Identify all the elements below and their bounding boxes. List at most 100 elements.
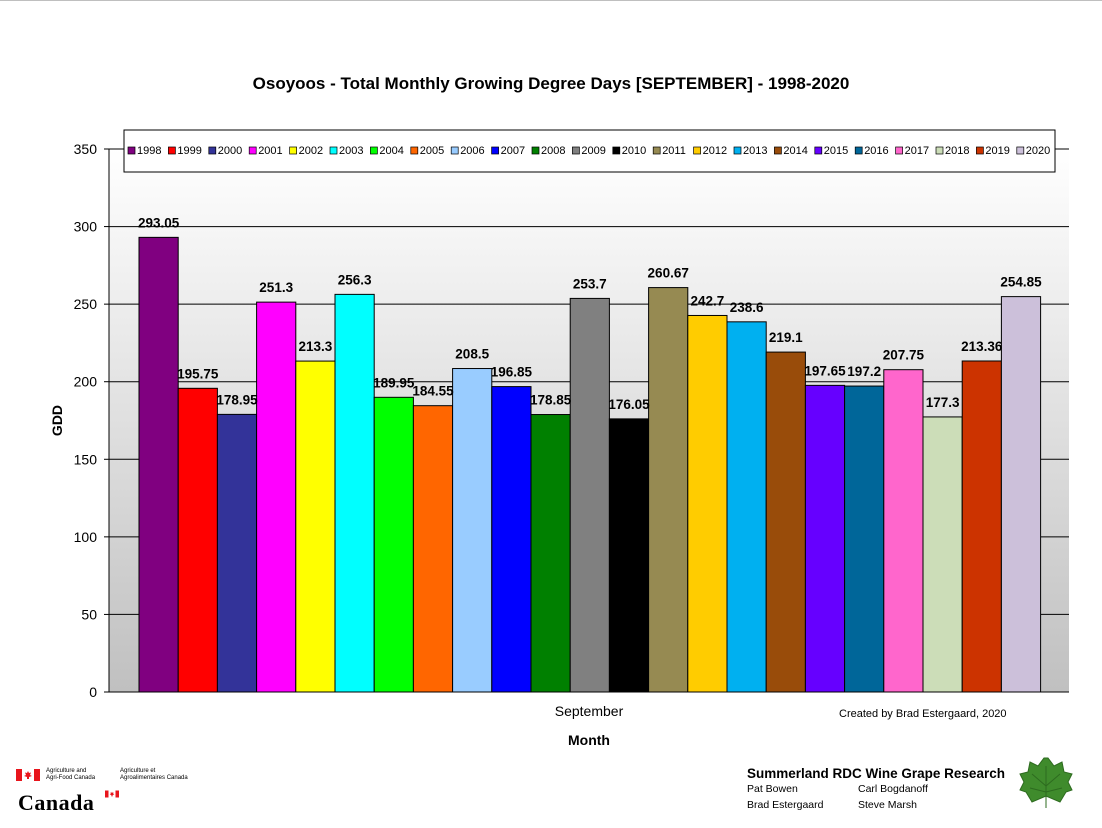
legend-swatch-2004 <box>370 146 378 155</box>
y-tick-label: 300 <box>74 219 98 235</box>
data-label-2001: 251.3 <box>259 280 293 295</box>
legend-label-2003: 2003 <box>339 145 363 157</box>
legend-label-2006: 2006 <box>460 145 484 157</box>
legend-label-1998: 1998 <box>137 145 161 157</box>
legend-swatch-2015 <box>814 146 823 155</box>
bar-2020 <box>1000 296 1042 693</box>
legend-swatch-2017 <box>895 146 903 155</box>
aafc-fr-line1: Agriculture et <box>120 768 156 774</box>
legend-label-2007: 2007 <box>501 145 525 157</box>
bar-2011 <box>648 287 689 693</box>
legend-swatch-2020 <box>1016 146 1025 155</box>
data-label-1998: 293.05 <box>138 215 180 230</box>
legend-label-2001: 2001 <box>258 145 282 157</box>
aafc-french-name: Agriculture et Agroalimentaires Canada <box>120 768 210 782</box>
legend-swatch-2003 <box>329 146 338 155</box>
data-label-2020: 254.85 <box>1000 275 1042 290</box>
legend-swatch-2019 <box>976 146 984 155</box>
bar-2010 <box>608 418 650 693</box>
bar-2017 <box>883 369 924 693</box>
data-label-2000: 178.95 <box>216 392 258 407</box>
data-label-2017: 207.75 <box>883 348 925 363</box>
data-label-2007: 196.85 <box>491 365 533 380</box>
top-rule <box>0 0 1102 1</box>
bar-2014 <box>765 351 806 693</box>
bar-2005 <box>412 405 454 693</box>
aafc-logo: Agriculture and Agri-Food Canada Agricul… <box>16 766 216 818</box>
data-label-2011: 260.67 <box>648 266 689 281</box>
legend-label-2020: 2020 <box>1026 145 1050 157</box>
bar-2009 <box>569 297 610 693</box>
wordmark-flag-icon <box>105 790 119 798</box>
legend-swatch-2009 <box>572 146 580 155</box>
researcher-name: Pat Bowen <box>747 783 798 795</box>
legend-label-2005: 2005 <box>420 145 444 157</box>
data-label-1999: 195.75 <box>177 366 219 381</box>
bar-2002 <box>295 360 336 693</box>
legend-label-2004: 2004 <box>379 145 403 157</box>
legend-swatch-1998 <box>127 146 136 155</box>
y-tick-label: 100 <box>74 529 98 545</box>
legend-swatch-2011 <box>652 146 661 155</box>
legend-label-2013: 2013 <box>743 145 767 157</box>
research-names: Pat Bowen Carl Bogdanoff Brad Estergaard… <box>747 783 1027 819</box>
aafc-en-line1: Agriculture and <box>46 768 87 774</box>
legend-swatch-2000 <box>208 146 217 155</box>
legend-label-2008: 2008 <box>541 145 565 157</box>
credit-text: Created by Brad Estergaard, 2020 <box>839 708 1007 720</box>
canada-wordmark: Canada <box>18 790 95 815</box>
y-tick-label: 0 <box>89 684 97 700</box>
data-label-2005: 184.55 <box>412 384 454 399</box>
bar-2015 <box>804 384 846 693</box>
bar-2008 <box>530 414 571 693</box>
y-tick-label: 250 <box>74 296 98 312</box>
bar-2018 <box>922 416 963 693</box>
legend-swatch-2005 <box>410 146 419 155</box>
bar-1999 <box>177 387 218 693</box>
data-label-2018: 177.3 <box>926 395 960 410</box>
data-label-2019: 213.36 <box>961 339 1003 354</box>
bar-2000 <box>216 413 258 693</box>
legend-label-2019: 2019 <box>985 145 1009 157</box>
research-credit: Summerland RDC Wine Grape Research Pat B… <box>747 766 1027 819</box>
researcher-name: Steve Marsh <box>858 799 917 811</box>
legend-swatch-2002 <box>289 146 297 155</box>
legend-label-1999: 1999 <box>177 145 201 157</box>
data-label-2013: 238.6 <box>730 300 764 315</box>
chart-title: Osoyoos - Total Monthly Growing Degree D… <box>252 74 850 93</box>
researcher-name: Carl Bogdanoff <box>858 783 928 795</box>
bar-2004 <box>373 396 414 693</box>
bar-2013 <box>726 321 767 693</box>
data-label-2016: 197.2 <box>847 364 881 379</box>
data-label-2002: 213.3 <box>299 339 333 354</box>
aafc-english-name: Agriculture and Agri-Food Canada <box>46 768 112 782</box>
legend-swatch-2013 <box>733 146 742 155</box>
legend-swatch-2012 <box>693 146 701 155</box>
y-tick-label: 350 <box>74 141 98 157</box>
bar-2006 <box>452 368 493 693</box>
legend-swatch-1999 <box>168 146 176 155</box>
legend-label-2002: 2002 <box>299 145 323 157</box>
data-label-2008: 178.85 <box>530 393 572 408</box>
legend-label-2011: 2011 <box>662 145 686 157</box>
data-label-2012: 242.7 <box>691 293 725 308</box>
data-label-2006: 208.5 <box>455 347 489 362</box>
legend-label-2017: 2017 <box>905 145 929 157</box>
legend-swatch-2018 <box>935 146 944 155</box>
bar-2019 <box>961 360 1002 693</box>
aafc-en-line2: Agri-Food Canada <box>46 775 96 781</box>
legend-label-2014: 2014 <box>783 145 807 157</box>
legend-swatch-2014 <box>774 146 782 155</box>
data-label-2015: 197.65 <box>804 363 846 378</box>
bar-2001 <box>256 301 297 693</box>
data-label-2004: 189.95 <box>373 375 415 390</box>
legend-label-2010: 2010 <box>622 145 646 157</box>
y-tick-label: 200 <box>74 374 98 390</box>
y-tick-label: 150 <box>74 451 98 467</box>
research-title: Summerland RDC Wine Grape Research <box>747 766 1005 781</box>
legend-label-2015: 2015 <box>824 145 848 157</box>
data-label-2003: 256.3 <box>338 272 372 287</box>
legend-swatch-2016 <box>854 146 863 155</box>
legend-label-2000: 2000 <box>218 145 242 157</box>
